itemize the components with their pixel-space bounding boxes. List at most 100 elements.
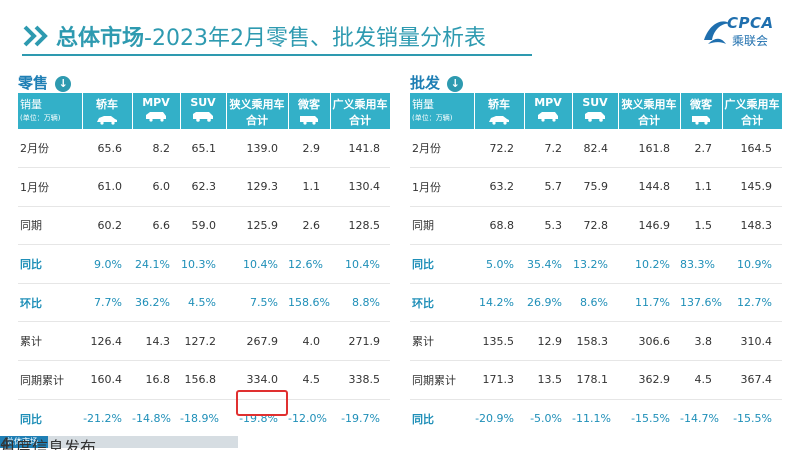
retail-table: 销量 (单位：万辆) 轿车 MPV SUV 狭义乘用车合计 微客 广义乘用车合计…: [18, 93, 391, 438]
footer-bar: 总体市场: [0, 434, 800, 450]
table-cell: 306.6: [618, 321, 680, 362]
table-cell: 338.5: [330, 360, 390, 400]
table-cell: 1.5: [680, 206, 722, 246]
highlight-box: [236, 390, 288, 416]
column-header-label: MPV: [142, 96, 170, 109]
retail-section-label: 零售 ↓: [18, 72, 72, 93]
table-cell: 14.3: [132, 321, 180, 362]
table-cell: 130.4: [330, 167, 390, 207]
table-cell: 1.1: [288, 167, 330, 207]
table-cell: 178.1: [572, 360, 618, 400]
table-cell: 135.5: [474, 321, 524, 362]
table-cell: 10.2%: [618, 244, 680, 284]
table-cell: 82.4: [572, 129, 618, 169]
row-label: 同比: [20, 412, 42, 426]
title-bar: 总体市场-2023年2月零售、批发销量分析表 CPCA 乘联会: [0, 0, 800, 62]
table-cell: -20.9%: [475, 412, 514, 426]
corner-title: 销量: [20, 98, 42, 111]
footer-tagline: 月度信息发布: [0, 438, 97, 450]
table-cell: 72.2: [474, 129, 524, 169]
table-cell: 2.6: [288, 206, 330, 246]
table-cell: 126.4: [82, 321, 132, 362]
table-cell: 141.8: [330, 129, 390, 169]
footer-tab-overall-market[interactable]: 总体市场: [0, 436, 48, 448]
suv-icon: [585, 112, 605, 122]
table-cell: 65.1: [180, 129, 226, 169]
table-cell: 61.0: [82, 167, 132, 207]
row-label: 2月份: [410, 129, 474, 169]
table-cell: 158.3: [572, 321, 618, 362]
column-header: 广义乘用车合计: [722, 93, 783, 129]
table-cell: 267.9: [226, 321, 288, 362]
table-cell: 1.1: [680, 167, 722, 207]
table-cell: 62.3: [180, 167, 226, 207]
sedan-icon: [489, 116, 509, 125]
table-cell: 128.5: [330, 206, 390, 246]
table-cell: 60.2: [82, 206, 132, 246]
mpv-icon: [538, 112, 558, 122]
page-title: 总体市场-2023年2月零售、批发销量分析表: [56, 20, 486, 52]
table-cell: 12.7%: [722, 283, 782, 323]
logo-subtext: 乘联会: [732, 34, 769, 48]
table-cell: 10.4%: [226, 244, 288, 284]
table-cell: 171.3: [474, 360, 524, 400]
table-cell: 148.3: [722, 206, 782, 246]
arrow-down-circle-icon: ↓: [447, 76, 464, 92]
column-header-label: 微客: [690, 98, 712, 111]
table-cell: 139.0: [226, 129, 288, 169]
table-cell: 5.3: [524, 206, 572, 246]
table-cell: 4.0: [288, 321, 330, 362]
page-number: 4: [0, 434, 11, 450]
table-row: 同期累计 160.4 16.8 156.8 334.0 4.5 338.5: [18, 360, 390, 400]
table-row: 1月份 63.2 5.7 75.9 144.8 1.1 145.9: [410, 167, 782, 207]
column-header: SUV: [180, 93, 227, 129]
table-cell: 5.0%: [474, 244, 524, 284]
table-cell: 158.6%: [288, 283, 330, 323]
table-cell: 4.5: [288, 360, 330, 400]
table-cell: -11.1%: [572, 412, 611, 426]
row-label: 同期: [410, 206, 474, 246]
table-cell: 75.9: [572, 167, 618, 207]
wholesale-section-label: 批发 ↓: [410, 72, 464, 93]
table-cell: -14.7%: [680, 412, 719, 426]
mpv-icon: [146, 112, 166, 122]
wholesale-header-row: 销量 (单位：万辆) 轿车 MPV SUV 狭义乘用车合计 微客 广义乘用车合计: [410, 93, 783, 129]
sedan-icon: [97, 116, 117, 125]
table-cell: 156.8: [180, 360, 226, 400]
table-cell: 2.9: [288, 129, 330, 169]
row-label: 1月份: [18, 167, 82, 207]
table-cell: -12.0%: [288, 412, 327, 426]
table-row: 同比 9.0% 24.1% 10.3% 10.4% 12.6% 10.4%: [18, 244, 390, 284]
column-header-label: 广义乘用车合计: [724, 98, 780, 127]
table-cell: 5.7: [524, 167, 572, 207]
column-header-label: SUV: [582, 96, 608, 109]
table-cell: 11.7%: [618, 283, 680, 323]
row-label: 同比: [18, 244, 82, 284]
column-header-label: 轿车: [96, 98, 118, 111]
column-header-label: 广义乘用车合计: [332, 98, 388, 127]
table-cell: -18.9%: [180, 412, 219, 426]
table-cell: 125.9: [226, 206, 288, 246]
table-cell: -15.5%: [733, 412, 772, 426]
table-cell: 24.1%: [132, 244, 180, 284]
table-cell: 10.3%: [180, 244, 226, 284]
table-cell: 14.2%: [474, 283, 524, 323]
column-header: 轿车: [82, 93, 133, 129]
retail-label-text: 零售: [18, 74, 49, 92]
row-label: 2月份: [18, 129, 82, 169]
table-row: 同比 -21.2% -14.8% -18.9% -19.8% -12.0% -1…: [18, 399, 390, 438]
column-header-label: SUV: [190, 96, 216, 109]
row-label: 1月份: [410, 167, 474, 207]
column-header: SUV: [572, 93, 619, 129]
row-label: 累计: [410, 321, 474, 362]
logo-text: CPCA: [727, 14, 774, 32]
table-cell: 146.9: [618, 206, 680, 246]
table-cell: 36.2%: [132, 283, 180, 323]
wholesale-label-text: 批发: [410, 74, 441, 92]
cpca-logo-icon: [704, 21, 730, 44]
table-cell: 7.5%: [226, 283, 288, 323]
table-cell: 7.2: [524, 129, 572, 169]
table-row: 同比 -20.9% -5.0% -11.1% -15.5% -14.7% -15…: [410, 399, 782, 438]
table-cell: 4.5: [680, 360, 722, 400]
table-cell: 8.2: [132, 129, 180, 169]
